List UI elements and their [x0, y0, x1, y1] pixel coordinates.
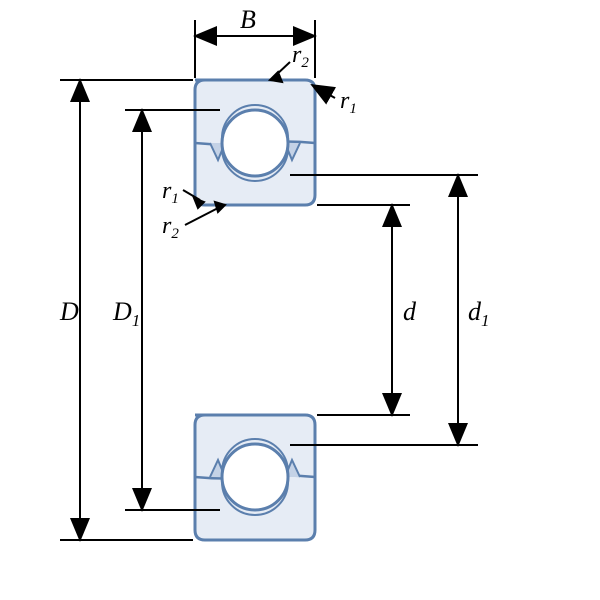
bottom-ring	[195, 415, 315, 540]
label-r2-top: r2	[292, 42, 309, 71]
label-d1: d1	[468, 297, 490, 330]
label-r1-top: r1	[340, 88, 357, 117]
bearing-diagram: B D D1 d d1 r1 r2 r1 r2	[0, 0, 600, 600]
label-D: D	[59, 297, 79, 326]
top-ring	[195, 80, 315, 205]
label-r2-mid: r2	[162, 213, 179, 242]
label-D1: D1	[112, 297, 140, 330]
dim-d	[317, 205, 410, 415]
label-r1-mid: r1	[162, 178, 179, 207]
dim-d1	[290, 175, 478, 445]
label-B: B	[240, 5, 256, 34]
label-d: d	[403, 297, 417, 326]
